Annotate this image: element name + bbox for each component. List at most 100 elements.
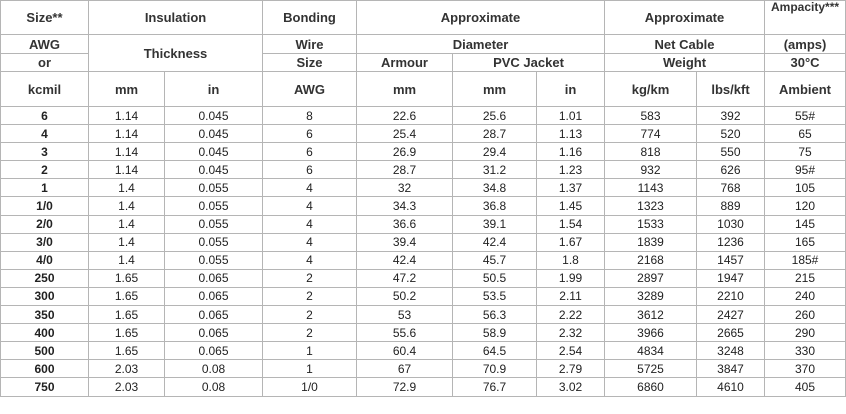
- table-cell: 65: [764, 124, 846, 144]
- table-cell: 75: [764, 142, 846, 162]
- table-cell: 2.22: [536, 305, 606, 325]
- table-cell: 405: [764, 377, 846, 397]
- table-cell: 750: [0, 377, 89, 397]
- table-cell: 1323: [604, 196, 698, 216]
- table-cell: 60.4: [356, 341, 454, 361]
- header-cell: mm: [356, 71, 454, 107]
- header-cell: (amps): [764, 34, 846, 54]
- table-cell: 2: [262, 305, 358, 325]
- table-cell: 120: [764, 196, 846, 216]
- table-cell: 2210: [696, 286, 766, 307]
- table-cell: 76.7: [452, 377, 538, 397]
- table-cell: 0.065: [163, 341, 264, 361]
- table-cell: 2.32: [536, 323, 606, 343]
- table-cell: 0.065: [163, 305, 264, 325]
- table-cell: 0.045: [163, 160, 264, 180]
- table-cell: 1.14: [88, 160, 165, 180]
- table-cell: 36.6: [356, 214, 454, 234]
- table-cell: 6: [262, 160, 358, 180]
- table-cell: 145: [764, 214, 846, 234]
- table-row: 250 1.65 0.065 2 47.2 50.5 1.99 2897 1947 215: [0, 268, 846, 288]
- header-row: AWG Thickness Wire Diameter Net Cable (a…: [0, 34, 846, 72]
- header-cell: Size: [262, 53, 358, 72]
- table-cell: 370: [764, 359, 846, 379]
- table-cell: 1: [262, 359, 358, 379]
- table-cell: 1.4: [88, 178, 165, 198]
- table-cell: 4: [262, 196, 358, 216]
- table-cell: 0.065: [163, 323, 264, 343]
- table-cell: 1.4: [88, 250, 165, 270]
- table-cell: 1.4: [88, 214, 165, 234]
- table-cell: 1.13: [536, 124, 606, 144]
- header-cell: in: [536, 71, 606, 107]
- table-cell: 42.4: [452, 232, 538, 252]
- table-cell: 36.8: [452, 196, 538, 216]
- table-cell: 2427: [696, 305, 766, 325]
- table-cell: 2.54: [536, 341, 606, 361]
- table-cell: 1947: [696, 268, 766, 288]
- table-cell: 1.67: [536, 232, 606, 252]
- table-row: 300 1.65 0.065 2 50.2 53.5 2.11 3289 2210 240: [0, 286, 846, 307]
- table-cell: 72.9: [356, 377, 454, 397]
- table-cell: 2: [262, 286, 358, 307]
- table-cell: 1839: [604, 232, 698, 252]
- table-row: 4 1.14 0.045 6 25.4 28.7 1.13 774 520 65: [0, 124, 846, 144]
- table-cell: 330: [764, 341, 846, 361]
- table-cell: 1.23: [536, 160, 606, 180]
- table-row: 4/0 1.4 0.055 4 42.4 45.7 1.8 2168 1457 185#: [0, 250, 846, 270]
- table-cell: 1.45: [536, 196, 606, 216]
- table-cell: 0.055: [163, 178, 264, 198]
- table-cell: 3966: [604, 323, 698, 343]
- header-cell: Thickness: [87, 34, 264, 72]
- table-cell: 1: [262, 341, 358, 361]
- header-row: kcmil mm in AWG mm mm in kg/km lbs/kft Ambient: [0, 71, 846, 107]
- table-cell: 2.79: [536, 359, 606, 379]
- header-cell: Wire: [262, 34, 358, 54]
- table-cell: 1.65: [88, 323, 165, 343]
- table-cell: 50.2: [356, 286, 454, 307]
- table-cell: 6: [0, 105, 89, 126]
- table-cell: 25.6: [452, 105, 538, 126]
- table-cell: 53.5: [452, 286, 538, 307]
- table-cell: 4: [0, 124, 89, 144]
- header-cell: mm: [88, 71, 165, 107]
- table-cell: 6: [262, 124, 358, 144]
- header-cell: kg/km: [604, 71, 698, 107]
- table-cell: 64.5: [452, 341, 538, 361]
- header-cell: Size**: [0, 0, 89, 35]
- header-cell: mm: [452, 71, 538, 107]
- table-cell: 3612: [604, 305, 698, 325]
- table-cell: 1.14: [88, 142, 165, 162]
- table-cell: 889: [696, 196, 766, 216]
- table-cell: 2.03: [88, 359, 165, 379]
- table-cell: 0.08: [163, 359, 264, 379]
- header-cell: Diameter: [356, 34, 606, 54]
- table-cell: 1.14: [88, 105, 165, 126]
- table-cell: 1.65: [88, 286, 165, 307]
- table-cell: 1/0: [0, 196, 89, 216]
- table-cell: 3847: [696, 359, 766, 379]
- table-cell: 290: [764, 323, 846, 343]
- table-cell: 105: [764, 178, 846, 198]
- table-cell: 0.055: [163, 232, 264, 252]
- header-row: Size** Insulation Bonding Approximate Ap…: [0, 0, 846, 35]
- table-row: 1 1.4 0.055 4 32 34.8 1.37 1143 768 105: [0, 178, 846, 198]
- table-cell: 165: [764, 232, 846, 252]
- table-row: 1/0 1.4 0.055 4 34.3 36.8 1.45 1323 889 120: [0, 196, 846, 216]
- header-cell: Approximate: [356, 0, 606, 35]
- table-cell: 550: [696, 142, 766, 162]
- table-cell: 774: [604, 124, 698, 144]
- table-cell: 3289: [604, 286, 698, 307]
- table-row: 350 1.65 0.065 2 53 56.3 2.22 3612 2427 260: [0, 305, 846, 325]
- table-cell: 215: [764, 268, 846, 288]
- table-cell: 1533: [604, 214, 698, 234]
- table-cell: 0.045: [163, 142, 264, 162]
- table-cell: 2897: [604, 268, 698, 288]
- table-cell: 1.4: [88, 232, 165, 252]
- table-cell: 1.54: [536, 214, 606, 234]
- table-cell: 818: [604, 142, 698, 162]
- table-cell: 500: [0, 341, 89, 361]
- table-cell: 583: [604, 105, 698, 126]
- table-cell: 56.3: [452, 305, 538, 325]
